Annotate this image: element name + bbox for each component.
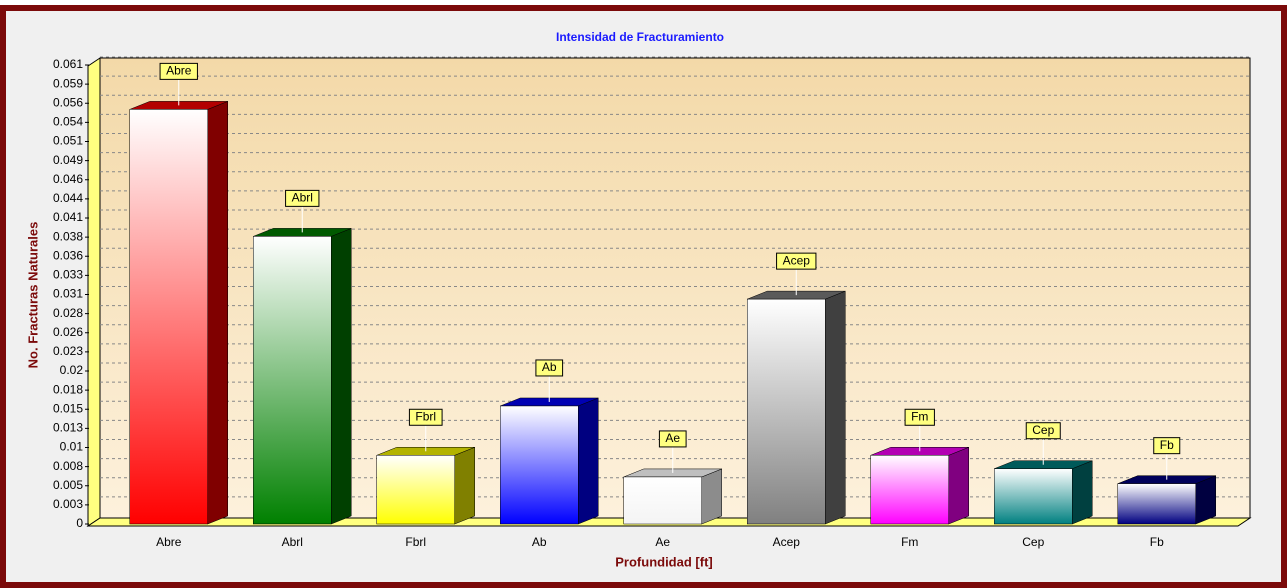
bar xyxy=(1117,483,1196,525)
data-label-box xyxy=(904,408,935,426)
bar-side xyxy=(207,101,228,525)
data-label: Cep xyxy=(1032,423,1054,437)
bar-side xyxy=(948,446,969,525)
y-tick-label: 0.031 xyxy=(53,287,83,301)
bar-side xyxy=(701,468,722,525)
x-tick-label: Abrl xyxy=(282,535,303,549)
bar-group xyxy=(376,446,475,525)
bar xyxy=(870,455,949,525)
x-tick-label: Fm xyxy=(901,535,918,549)
x-tick-label: Ae xyxy=(655,535,670,549)
y-tick-label: 0.054 xyxy=(53,115,83,129)
data-label: Abre xyxy=(166,64,192,78)
data-label-box xyxy=(535,359,564,377)
data-label: Acep xyxy=(783,253,811,267)
data-label: Fbrl xyxy=(415,409,436,423)
x-tick-label: Cep xyxy=(1022,535,1044,549)
y-tick-label: 0.023 xyxy=(53,344,83,358)
left-wall xyxy=(87,57,101,527)
y-tick-label: 0.003 xyxy=(53,497,83,511)
bar-group xyxy=(994,460,1093,525)
data-label: Abrl xyxy=(292,191,313,205)
x-tick-label: Ab xyxy=(532,535,547,549)
data-label-box xyxy=(285,189,320,207)
y-tick-label: 0.061 xyxy=(53,57,83,71)
y-tick-label: 0.051 xyxy=(53,134,83,148)
data-label: Fm xyxy=(911,409,928,423)
y-tick-label: 0.005 xyxy=(53,478,83,492)
data-label-box xyxy=(1025,422,1061,440)
bar xyxy=(747,298,826,525)
y-tick-label: 0.028 xyxy=(53,306,83,320)
bar-side xyxy=(1072,460,1093,525)
y-tick-label: 0.015 xyxy=(53,401,83,415)
y-tick-label: 0.008 xyxy=(53,459,83,473)
bar xyxy=(376,455,455,525)
data-label-box xyxy=(408,408,443,426)
y-tick-label: 0.049 xyxy=(53,153,83,167)
data-label: Ae xyxy=(665,431,680,445)
bar-side xyxy=(1195,475,1216,525)
chart-title: Intensidad de Fracturamiento xyxy=(556,30,724,44)
x-tick-label: Abre xyxy=(156,535,182,549)
data-label: Fb xyxy=(1160,438,1174,452)
y-tick-label: 0.044 xyxy=(53,191,83,205)
data-label: Ab xyxy=(542,360,557,374)
y-tick-label: 0.02 xyxy=(60,363,84,377)
y-tick-label: 0.01 xyxy=(60,440,84,454)
data-label-box xyxy=(776,252,817,270)
bar-side xyxy=(331,228,352,525)
bar-side xyxy=(454,446,475,525)
bar-group xyxy=(1117,475,1216,525)
bar-group xyxy=(253,228,352,525)
bar-group xyxy=(623,468,722,525)
bar-group xyxy=(500,397,599,525)
bar xyxy=(500,405,579,525)
bar xyxy=(994,468,1073,525)
bar-group xyxy=(129,101,228,525)
y-tick-label: 0.013 xyxy=(53,421,83,435)
bar-side xyxy=(825,290,846,525)
y-tick-label: 0.033 xyxy=(53,268,83,282)
bar xyxy=(623,476,702,525)
bar xyxy=(253,236,332,525)
y-tick-label: 0.038 xyxy=(53,229,83,243)
bar-side xyxy=(578,397,599,525)
bar-group xyxy=(870,446,969,525)
y-tick-label: 0.056 xyxy=(53,95,83,109)
y-tick-label: 0.046 xyxy=(53,172,83,186)
y-tick-label: 0.041 xyxy=(53,210,83,224)
bar-group xyxy=(747,290,846,525)
y-tick-label: 0.018 xyxy=(53,382,83,396)
data-label-box xyxy=(159,62,198,80)
y-tick-label: 0.026 xyxy=(53,325,83,339)
x-axis-label: Profundidad [ft] xyxy=(615,554,712,569)
y-tick-label: 0.036 xyxy=(53,248,83,262)
x-tick-label: Acep xyxy=(773,535,801,549)
data-label-box xyxy=(1153,437,1181,455)
y-tick-label: 0.059 xyxy=(53,76,83,90)
bar xyxy=(129,109,208,525)
x-tick-label: Fbrl xyxy=(405,535,426,549)
y-axis-label: No. Fracturas Naturales xyxy=(25,222,40,369)
y-tick-label: 0 xyxy=(76,516,83,530)
x-tick-label: Fb xyxy=(1150,535,1164,549)
data-label-box xyxy=(658,430,687,448)
